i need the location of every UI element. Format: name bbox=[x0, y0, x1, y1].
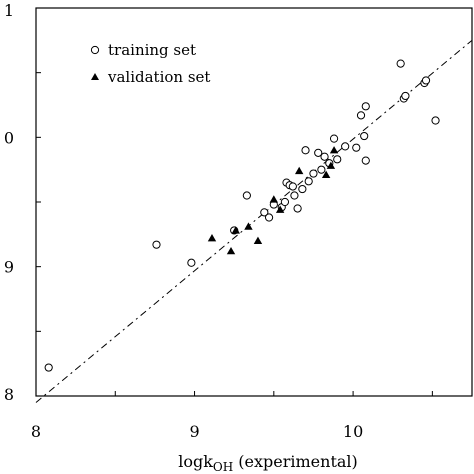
training-point bbox=[44, 363, 53, 372]
validation-point bbox=[294, 166, 304, 175]
validation-point bbox=[269, 195, 279, 203]
training-point bbox=[401, 91, 410, 101]
training-point bbox=[314, 148, 323, 157]
y-tick-label: 1 bbox=[4, 1, 14, 20]
training-point bbox=[301, 146, 310, 155]
validation-point bbox=[275, 205, 285, 213]
legend-training-marker bbox=[90, 45, 100, 55]
training-point bbox=[431, 116, 440, 125]
validation-point bbox=[253, 236, 263, 244]
training-point bbox=[421, 76, 431, 85]
training-point bbox=[352, 143, 361, 152]
training-point bbox=[242, 191, 251, 200]
training-point bbox=[288, 182, 297, 191]
y-tick-label: 9 bbox=[4, 258, 14, 277]
axis-ticks bbox=[35, 7, 433, 397]
training-point bbox=[187, 258, 196, 267]
training-point bbox=[304, 177, 313, 186]
training-point bbox=[361, 156, 370, 165]
x-axis-title-suffix: (experimental) bbox=[233, 452, 358, 471]
x-tick-label: 8 bbox=[31, 422, 41, 441]
training-point bbox=[333, 155, 342, 164]
training-point bbox=[317, 165, 326, 174]
legend-training-label: training set bbox=[108, 41, 196, 59]
training-point bbox=[341, 142, 350, 151]
training-point bbox=[260, 208, 269, 217]
training-point bbox=[320, 152, 329, 161]
y-tick-label: 0 bbox=[4, 128, 14, 147]
y-tick-label: 8 bbox=[4, 385, 14, 404]
x-axis-title-subscript: OH bbox=[213, 460, 233, 474]
training-point bbox=[152, 240, 161, 249]
training-point bbox=[309, 169, 318, 178]
tick-labels: 8 9 10 8 9 0 1 bbox=[4, 1, 363, 441]
training-point bbox=[361, 102, 370, 111]
x-axis-title-main: logk bbox=[178, 452, 213, 471]
fit-line bbox=[35, 39, 473, 403]
training-point bbox=[298, 184, 307, 194]
data-points bbox=[44, 59, 440, 372]
legend-validation-label: validation set bbox=[107, 68, 210, 86]
validation-point bbox=[226, 246, 236, 255]
training-point bbox=[264, 213, 274, 222]
x-tick-label: 10 bbox=[343, 422, 363, 441]
validation-point bbox=[326, 161, 336, 169]
training-point bbox=[360, 131, 369, 141]
validation-point bbox=[321, 170, 331, 178]
plot-area bbox=[35, 7, 473, 403]
plot-frame bbox=[35, 7, 473, 397]
legend: training set validation set bbox=[90, 41, 210, 86]
validation-point bbox=[231, 226, 240, 234]
validation-point bbox=[244, 222, 253, 230]
x-tick-label: 9 bbox=[189, 422, 199, 441]
training-point bbox=[396, 59, 405, 68]
validation-point bbox=[329, 146, 339, 154]
legend-validation-marker bbox=[91, 73, 99, 80]
training-point bbox=[290, 191, 299, 200]
training-point bbox=[356, 111, 366, 120]
training-point bbox=[280, 197, 290, 207]
x-axis-title: logkOH (experimental) bbox=[178, 452, 358, 474]
validation-point bbox=[207, 234, 217, 242]
training-point bbox=[293, 204, 302, 213]
training-point bbox=[329, 134, 339, 143]
